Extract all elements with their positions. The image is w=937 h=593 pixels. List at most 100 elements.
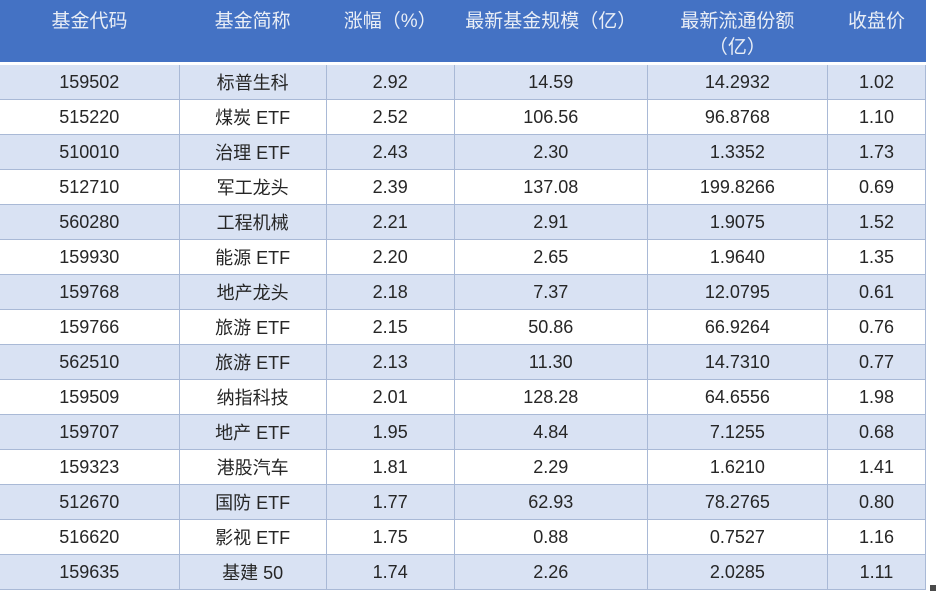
table-row: 515220 煤炭 ETF 2.52 106.56 96.8768 1.10 (0, 99, 927, 135)
cell-name: 纳指科技 (178, 379, 327, 415)
cell-shares: 64.6556 (646, 379, 828, 415)
cell-change: 2.92 (325, 63, 455, 100)
cell-name: 基建 50 (178, 554, 327, 590)
cell-shares: 12.0795 (646, 274, 828, 310)
cell-shares: 78.2765 (646, 484, 828, 520)
cell-close: 1.10 (826, 99, 927, 135)
cell-change: 2.20 (325, 239, 455, 275)
cell-scale: 106.56 (453, 99, 648, 135)
cell-name: 旅游 ETF (178, 344, 327, 380)
cell-scale: 50.86 (453, 309, 648, 345)
table-row: 512670 国防 ETF 1.77 62.93 78.2765 0.80 (0, 484, 927, 520)
cell-scale: 137.08 (453, 169, 648, 205)
cell-code: 562510 (0, 344, 180, 380)
cell-code: 512670 (0, 484, 180, 520)
table-row: 512710 军工龙头 2.39 137.08 199.8266 0.69 (0, 169, 927, 205)
cell-shares: 1.3352 (646, 134, 828, 170)
cell-close: 0.68 (826, 414, 927, 450)
cell-shares: 14.2932 (646, 63, 828, 100)
cell-shares: 96.8768 (646, 99, 828, 135)
cell-scale: 128.28 (453, 379, 648, 415)
table-row: 159502 标普生科 2.92 14.59 14.2932 1.02 (0, 63, 927, 100)
cell-code: 512710 (0, 169, 180, 205)
table-row: 560280 工程机械 2.21 2.91 1.9075 1.52 (0, 204, 927, 240)
cell-shares: 7.1255 (646, 414, 828, 450)
header-change-pct: 涨幅（%） (326, 0, 455, 65)
cell-close: 1.98 (826, 379, 927, 415)
table-row: 159509 纳指科技 2.01 128.28 64.6556 1.98 (0, 379, 927, 415)
cell-shares: 0.7527 (646, 519, 828, 555)
cell-code: 560280 (0, 204, 180, 240)
header-circ-shares-label: 最新流通份额（亿） (680, 11, 795, 58)
cell-scale: 7.37 (453, 274, 648, 310)
cell-name: 工程机械 (178, 204, 327, 240)
cell-scale: 14.59 (453, 63, 648, 100)
cell-name: 能源 ETF (178, 239, 327, 275)
cell-code: 159635 (0, 554, 180, 590)
cell-scale: 0.88 (453, 519, 648, 555)
cell-name: 治理 ETF (178, 134, 327, 170)
cell-scale: 2.65 (453, 239, 648, 275)
cell-change: 1.77 (325, 484, 455, 520)
cell-close: 0.80 (826, 484, 927, 520)
table-body: 159502 标普生科 2.92 14.59 14.2932 1.02 515220 煤炭 E… (0, 63, 927, 590)
cell-close: 0.76 (826, 309, 927, 345)
cell-close: 0.69 (826, 169, 927, 205)
cell-code: 159766 (0, 309, 180, 345)
cell-code: 159707 (0, 414, 180, 450)
header-fund-code: 基金代码 (0, 0, 180, 65)
cell-scale: 62.93 (453, 484, 648, 520)
cell-shares: 14.7310 (646, 344, 828, 380)
cell-shares: 1.6210 (646, 449, 828, 485)
cell-name: 旅游 ETF (178, 309, 327, 345)
cell-scale: 2.29 (453, 449, 648, 485)
cell-scale: 2.30 (453, 134, 648, 170)
cell-close: 1.35 (826, 239, 927, 275)
table-row: 159768 地产龙头 2.18 7.37 12.0795 0.61 (0, 274, 927, 310)
cell-code: 516620 (0, 519, 180, 555)
cell-close: 1.52 (826, 204, 927, 240)
cell-name: 军工龙头 (178, 169, 327, 205)
table-row: 516620 影视 ETF 1.75 0.88 0.7527 1.16 (0, 519, 927, 555)
cell-close: 1.02 (826, 63, 927, 100)
cell-scale: 11.30 (453, 344, 648, 380)
cell-name: 地产龙头 (178, 274, 327, 310)
resize-handle-artifact (930, 585, 936, 591)
cell-code: 515220 (0, 99, 180, 135)
cell-change: 1.95 (325, 414, 455, 450)
cell-code: 159930 (0, 239, 180, 275)
cell-close: 0.61 (826, 274, 927, 310)
table-row: 159766 旅游 ETF 2.15 50.86 66.9264 0.76 (0, 309, 927, 345)
cell-change: 2.01 (325, 379, 455, 415)
cell-scale: 2.91 (453, 204, 648, 240)
cell-code: 159509 (0, 379, 180, 415)
fund-table-header: 基金代码 基金简称 涨幅（%） 最新基金规模（亿） 最新流通份额（亿） 收盘价 (0, 0, 926, 65)
cell-close: 1.16 (826, 519, 927, 555)
cell-code: 159323 (0, 449, 180, 485)
cell-change: 2.52 (325, 99, 455, 135)
cell-shares: 1.9075 (646, 204, 828, 240)
cell-close: 1.41 (826, 449, 927, 485)
cell-scale: 4.84 (453, 414, 648, 450)
cell-code: 159502 (0, 63, 180, 100)
cell-name: 国防 ETF (178, 484, 327, 520)
cell-change: 2.13 (325, 344, 455, 380)
cell-code: 159768 (0, 274, 180, 310)
header-fund-scale: 最新基金规模（亿） (454, 0, 648, 65)
table-row: 562510 旅游 ETF 2.13 11.30 14.7310 0.77 (0, 344, 927, 380)
header-circ-shares: 最新流通份额（亿） (647, 0, 828, 65)
cell-name: 影视 ETF (178, 519, 327, 555)
cell-scale: 2.26 (453, 554, 648, 590)
cell-close: 0.77 (826, 344, 927, 380)
cell-change: 1.81 (325, 449, 455, 485)
cell-name: 港股汽车 (178, 449, 327, 485)
cell-code: 510010 (0, 134, 180, 170)
cell-shares: 1.9640 (646, 239, 828, 275)
header-close-price: 收盘价 (827, 0, 926, 65)
cell-change: 2.18 (325, 274, 455, 310)
table-row: 159930 能源 ETF 2.20 2.65 1.9640 1.35 (0, 239, 927, 275)
cell-change: 2.21 (325, 204, 455, 240)
cell-close: 1.73 (826, 134, 927, 170)
